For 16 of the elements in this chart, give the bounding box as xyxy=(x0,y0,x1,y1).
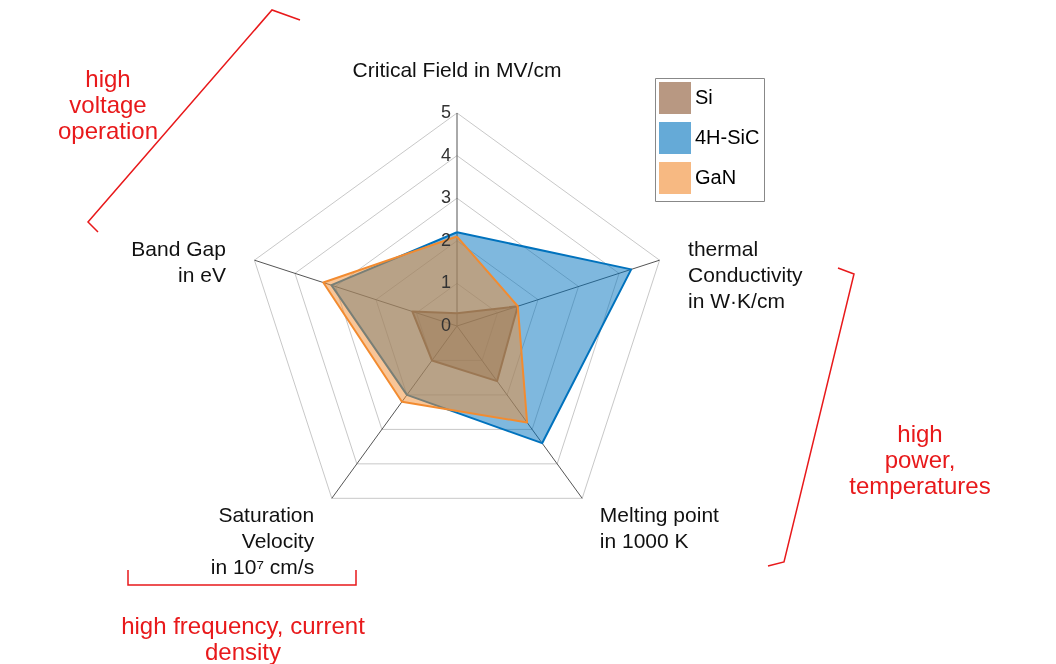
legend-label: GaN xyxy=(695,166,737,188)
y-tick-label: 2 xyxy=(440,229,451,250)
y-tick-label: 0 xyxy=(440,315,451,335)
y-tick-label: 3 xyxy=(440,187,451,208)
y-tick-label: 5 xyxy=(440,102,451,122)
spoke-label: Band Gap in eV xyxy=(131,237,226,287)
spoke-label: Critical Field in MV/cm xyxy=(352,58,562,81)
legend-label: Si xyxy=(695,86,713,108)
spoke-label: Melting point in 1000 K xyxy=(599,503,720,553)
y-tick-label: 1 xyxy=(440,272,451,293)
text: high power, temperatures xyxy=(849,420,991,499)
text: high voltage operation xyxy=(57,65,159,144)
y-tick-label: 4 xyxy=(440,144,451,165)
legend-label: 4H-SiC xyxy=(695,126,760,148)
spoke-label: thermal Conductivity in W·K/cm xyxy=(688,237,803,313)
spoke-label: Saturation Velocity in 10⁷ cm/s xyxy=(210,503,315,579)
